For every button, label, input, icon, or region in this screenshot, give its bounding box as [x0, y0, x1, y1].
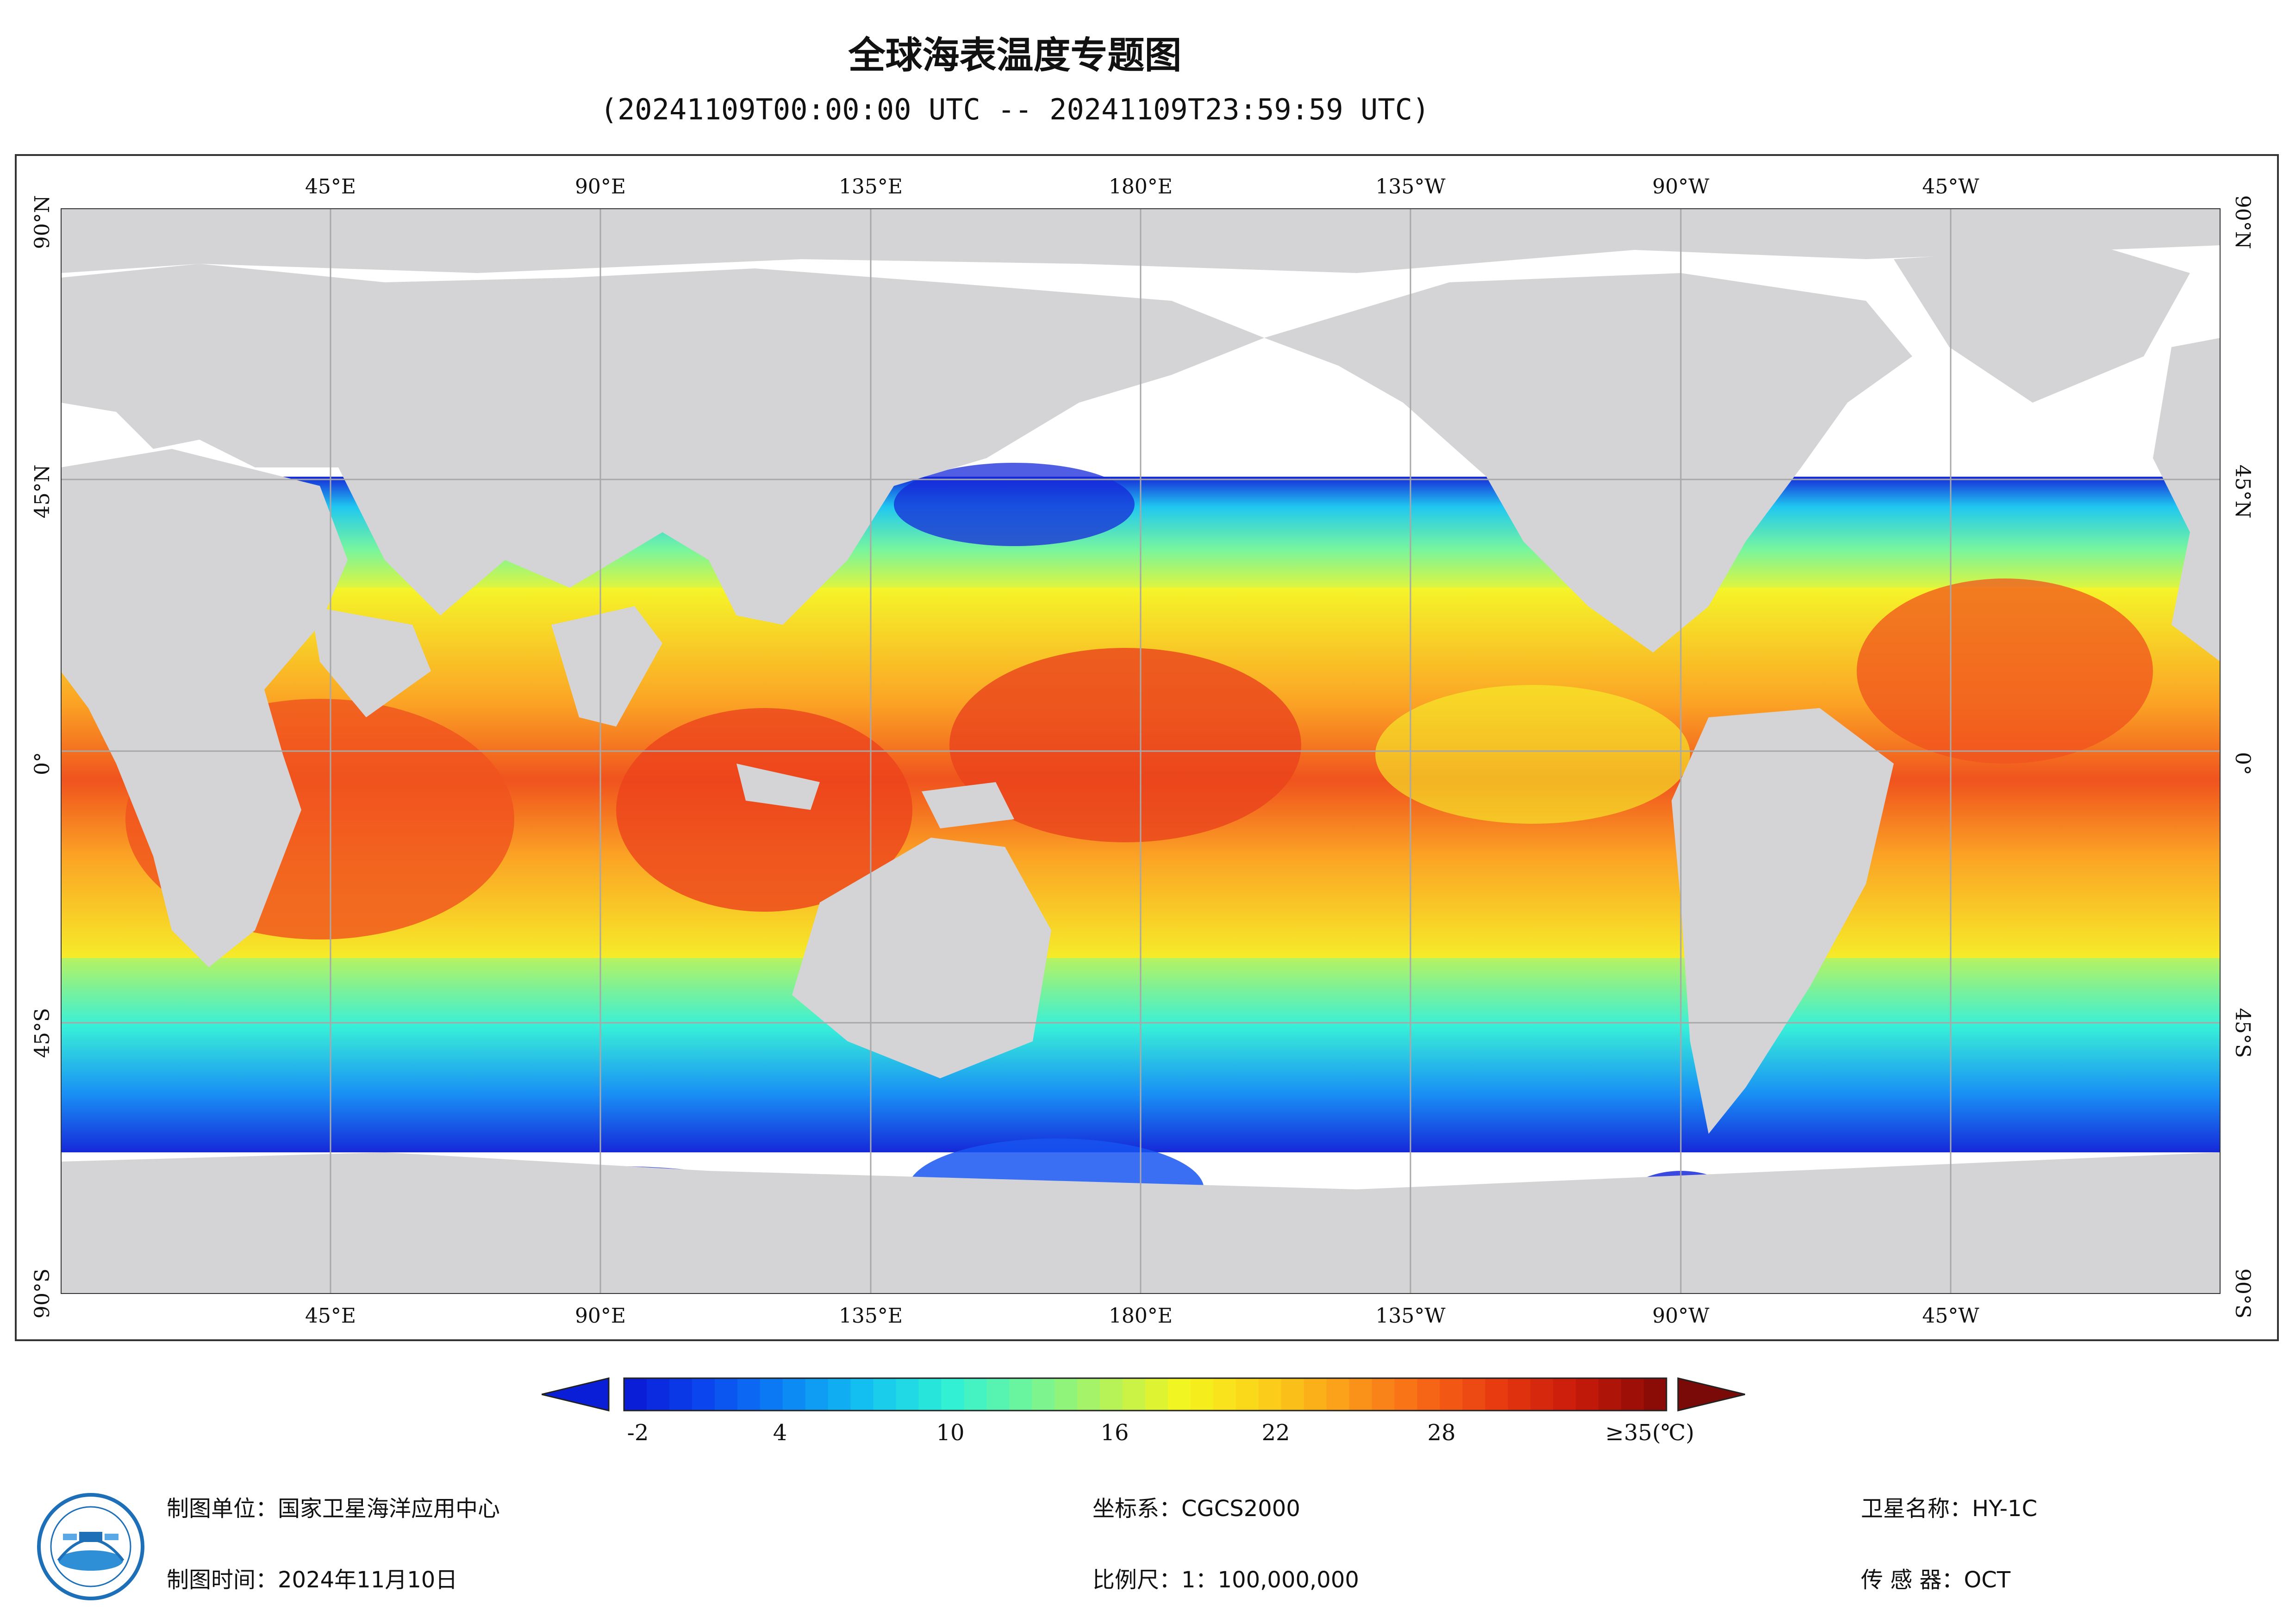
lon-label: 90°W — [1652, 175, 1710, 199]
map-producer: 制图单位：国家卫星海洋应用中心 — [167, 1496, 500, 1522]
colorbar-cell — [1553, 1378, 1576, 1411]
colorbar-cell — [1123, 1378, 1146, 1411]
colorbar-cell — [1462, 1378, 1485, 1411]
map-time-range: (20241109T00:00:00 UTC -- 20241109T23:59… — [600, 93, 1430, 126]
colorbar-tick: -2 — [627, 1420, 649, 1446]
sst-map — [61, 208, 2221, 1294]
colorbar-tick: 10 — [936, 1420, 965, 1446]
lat-label: 90°S — [2231, 1268, 2254, 1319]
colorbar-cell — [1167, 1378, 1191, 1411]
map-date: 制图时间：2024年11月10日 — [167, 1567, 458, 1593]
colorbar-cell — [646, 1378, 670, 1411]
colorbar-cell — [1349, 1378, 1373, 1411]
colorbar-cell — [1009, 1378, 1032, 1411]
colorbar-cell — [1326, 1378, 1350, 1411]
colorbar — [542, 1377, 1745, 1412]
colorbar-cell — [873, 1378, 897, 1411]
lon-label: 45°W — [1922, 1304, 1979, 1328]
lat-label: 0° — [31, 752, 54, 775]
colorbar-cell — [1530, 1378, 1554, 1411]
lon-label: 90°E — [574, 175, 626, 199]
colorbar-cell — [1213, 1378, 1236, 1411]
colorbar-cell — [1100, 1378, 1123, 1411]
colorbar-cell — [669, 1378, 693, 1411]
colorbar-tick: 22 — [1261, 1420, 1290, 1446]
colorbar-tick: 16 — [1100, 1420, 1129, 1446]
graticule — [61, 208, 2221, 1294]
colorbar-cell — [1598, 1378, 1622, 1411]
colorbar-cell — [1576, 1378, 1599, 1411]
colorbar-cells — [624, 1378, 1667, 1411]
colorbar-cell — [1281, 1378, 1304, 1411]
colorbar-cell — [1077, 1378, 1100, 1411]
colorbar-cell — [737, 1378, 761, 1411]
lon-label: 90°E — [574, 1304, 626, 1328]
colorbar-over-arrow — [1677, 1377, 1745, 1412]
colorbar-cell — [1644, 1378, 1667, 1411]
colorbar-cell — [986, 1378, 1010, 1411]
lon-label: 135°E — [838, 175, 903, 199]
colorbar-cell — [1372, 1378, 1395, 1411]
map-title: 全球海表温度专题图 — [848, 34, 1182, 77]
map-frame — [15, 154, 2279, 1341]
lon-label: 135°E — [838, 1304, 903, 1328]
colorbar-cell — [1145, 1378, 1168, 1411]
lat-label: 90°N — [31, 195, 54, 249]
colorbar-cell — [850, 1378, 874, 1411]
colorbar-cell — [1054, 1378, 1078, 1411]
colorbar-cell — [1190, 1378, 1214, 1411]
colorbar-under-arrow — [542, 1377, 610, 1412]
colorbar-tick: 28 — [1427, 1420, 1456, 1446]
lat-label: 45°S — [2231, 1007, 2254, 1058]
colorbar-cell — [624, 1378, 647, 1411]
colorbar-cell — [1304, 1378, 1327, 1411]
lat-label: 90°N — [2231, 195, 2254, 249]
colorbar-cell — [1417, 1378, 1441, 1411]
colorbar-cell — [1032, 1378, 1055, 1411]
lon-label: 135°W — [1375, 1304, 1446, 1328]
colorbar-cell — [964, 1378, 987, 1411]
lon-label: 180°E — [1108, 1304, 1173, 1328]
colorbar-cell — [941, 1378, 964, 1411]
map-scale: 比例尺：1：100,000,000 — [1092, 1567, 1359, 1593]
lon-label: 90°W — [1652, 1304, 1710, 1328]
lat-label: 0° — [2231, 752, 2254, 775]
colorbar-cell — [805, 1378, 829, 1411]
colorbar-cell — [1235, 1378, 1259, 1411]
lat-label: 90°S — [31, 1268, 54, 1319]
colorbar-cell — [1485, 1378, 1508, 1411]
colorbar-cell — [714, 1378, 738, 1411]
colorbar-cell — [760, 1378, 783, 1411]
colorbar-cell — [1258, 1378, 1282, 1411]
colorbar-cell — [1621, 1378, 1644, 1411]
satellite-name: 卫星名称：HY-1C — [1861, 1496, 2038, 1522]
lon-label: 180°E — [1108, 175, 1173, 199]
lon-label: 45°E — [305, 1304, 356, 1328]
colorbar-tick: 4 — [773, 1420, 787, 1446]
coordinate-system: 坐标系：CGCS2000 — [1092, 1496, 1300, 1522]
colorbar-cell — [1440, 1378, 1463, 1411]
colorbar-cell — [782, 1378, 806, 1411]
lat-label: 45°N — [2231, 464, 2254, 519]
lon-label: 135°W — [1375, 175, 1446, 199]
nsoas-logo — [37, 1493, 144, 1600]
colorbar-cell — [1394, 1378, 1418, 1411]
colorbar-tick: ≥35(℃) — [1605, 1420, 1695, 1446]
lat-label: 45°S — [31, 1007, 54, 1058]
colorbar-cell — [692, 1378, 715, 1411]
lon-label: 45°W — [1922, 175, 1979, 199]
colorbar-cell — [1508, 1378, 1531, 1411]
colorbar-cell — [918, 1378, 942, 1411]
colorbar-cell — [828, 1378, 851, 1411]
sensor-name: 传 感 器：OCT — [1861, 1567, 2011, 1593]
lat-label: 45°N — [31, 464, 54, 519]
colorbar-cell — [896, 1378, 919, 1411]
lon-label: 45°E — [305, 175, 356, 199]
